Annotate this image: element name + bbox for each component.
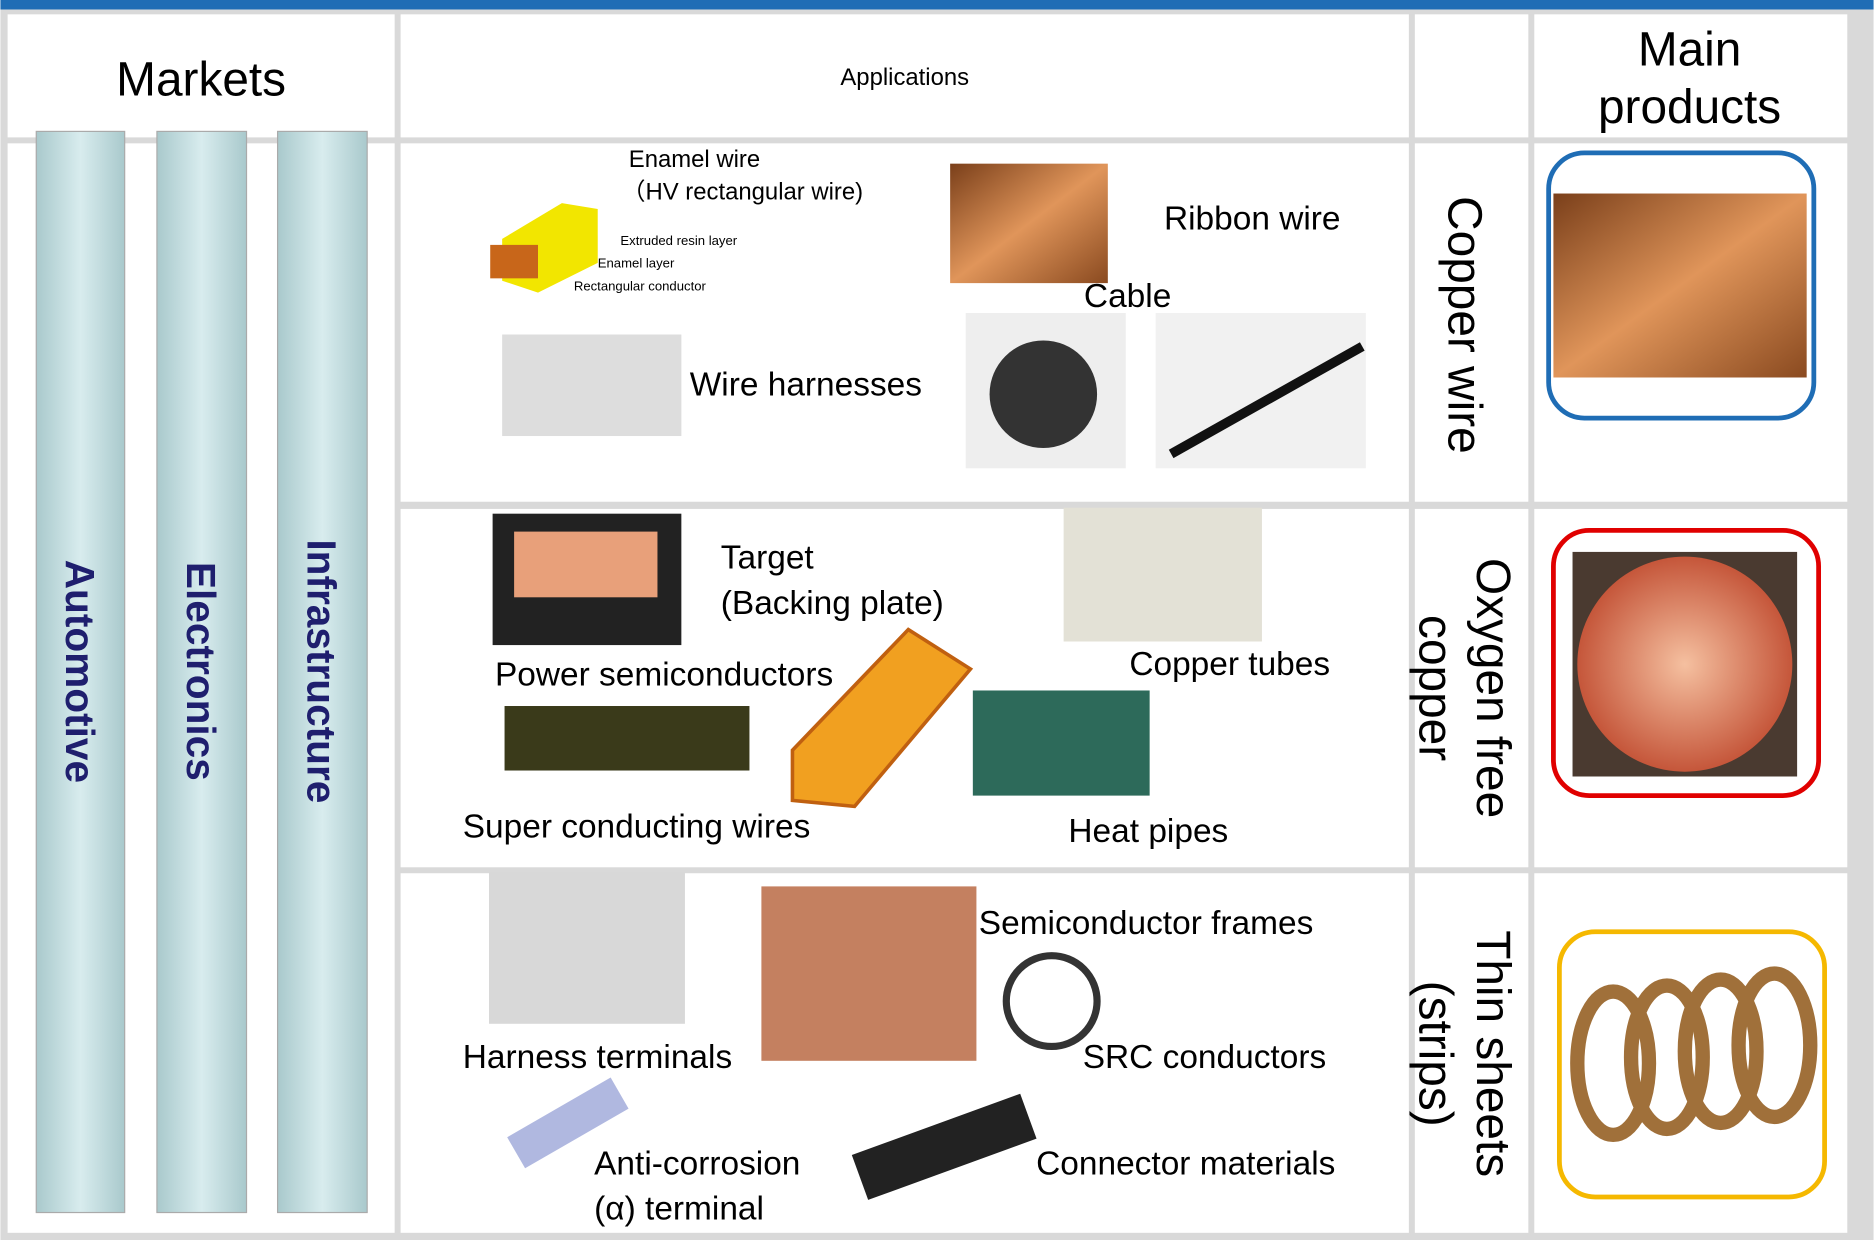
header-applications: Applications (840, 64, 969, 91)
market-label: Electronics (178, 562, 224, 781)
product-label: (strips) (1409, 981, 1462, 1127)
app-label: （HV rectangular wire) (622, 178, 863, 205)
app-label: Ribbon wire (1164, 200, 1341, 237)
app-label: Power semiconductors (495, 657, 833, 694)
product-label: Oxygen free (1466, 558, 1519, 818)
app-label: SRC conductors (1083, 1039, 1326, 1076)
top-bar (0, 0, 1874, 10)
market-label: Infrastructure (298, 539, 344, 803)
app-label: (Backing plate) (721, 585, 944, 622)
app-label: Super conducting wires (463, 808, 811, 845)
app-label: Heat pipes (1068, 813, 1228, 850)
product-label: Copper wire (1437, 196, 1490, 454)
app-label: Copper tubes (1129, 646, 1330, 683)
header-main-products: Main (1638, 24, 1742, 77)
product-label: Thin sheets (1466, 930, 1519, 1177)
app-label: Harness terminals (463, 1039, 732, 1076)
app-label: Wire harnesses (690, 366, 922, 403)
app-label: Enamel wire (629, 146, 760, 173)
product-images (1546, 150, 1827, 1200)
app-label: Target (721, 540, 815, 577)
app-label: Anti-corrosion (594, 1145, 800, 1182)
product-label: copper (1409, 615, 1462, 761)
annotation: Rectangular conductor (574, 278, 707, 293)
app-label: Semiconductor frames (979, 905, 1314, 942)
app-label: (α) terminal (594, 1191, 764, 1228)
market-bars (35, 130, 368, 1214)
app-label: Connector materials (1036, 1145, 1335, 1182)
header-main-products: products (1598, 81, 1781, 134)
images (489, 163, 1366, 1200)
header-markets: Markets (116, 54, 286, 107)
app-label: Cable (1084, 278, 1171, 315)
market-label: Automotive (57, 560, 103, 783)
annotation: Extruded resin layer (620, 233, 737, 248)
annotation: Enamel layer (598, 256, 675, 271)
